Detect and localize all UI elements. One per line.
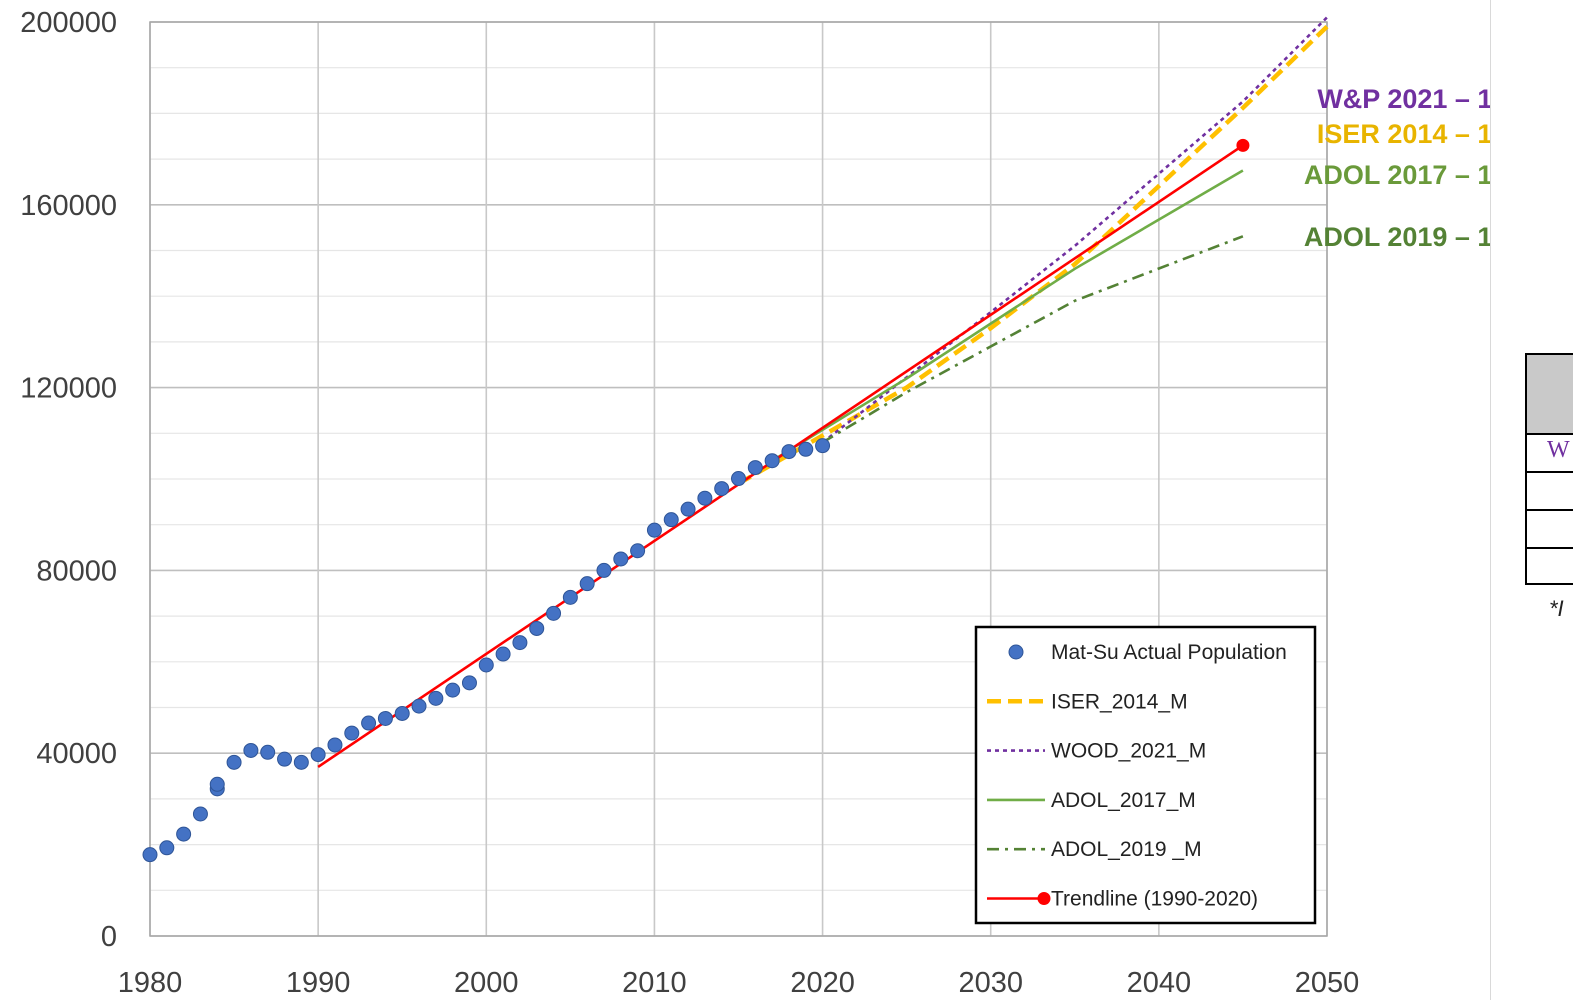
x-tick-label: 1990 — [286, 967, 351, 999]
population-chart: 0 40000 80000 120000 160000 200000 1980 1990 20… — [20, 7, 1490, 999]
footnote: *I — [1549, 596, 1564, 621]
projection-annotations: W&P 2021 – 182.6k ISER 2014 – 181.2k ADOL … — [1304, 84, 1490, 252]
y-tick-label: 80000 — [36, 555, 117, 587]
data-point — [798, 441, 814, 457]
x-tick-label: 1980 — [118, 967, 183, 999]
projection-label: ISER 2014 – 181.2k — [1317, 119, 1490, 149]
data-point — [663, 512, 679, 528]
data-point — [277, 751, 293, 767]
x-tick-label: 2030 — [958, 967, 1023, 999]
data-point — [646, 522, 662, 538]
x-tick-label: 2040 — [1127, 967, 1192, 999]
data-point — [495, 646, 511, 662]
series-line — [821, 16, 1328, 444]
data-point — [546, 605, 562, 621]
legend-marker — [1008, 644, 1024, 660]
data-point — [377, 710, 393, 726]
x-tick-label: 2000 — [454, 967, 519, 999]
data-point — [293, 754, 309, 770]
y-tick-label: 40000 — [36, 738, 117, 770]
data-point — [260, 744, 276, 760]
panel-divider — [1490, 0, 1491, 1000]
legend-label: ISER_2014_M — [1051, 690, 1188, 713]
data-point — [596, 562, 612, 578]
data-point — [176, 826, 192, 842]
side-table-row: W — [1527, 435, 1573, 473]
side-table-row — [1527, 473, 1573, 511]
data-point — [680, 501, 696, 517]
data-point — [226, 754, 242, 770]
data-point — [478, 657, 494, 673]
data-point — [613, 551, 629, 567]
x-tick-label: 2050 — [1295, 967, 1360, 999]
y-axis-ticks: 0 40000 80000 120000 160000 200000 — [20, 7, 117, 953]
data-point — [529, 620, 545, 636]
data-point — [630, 543, 646, 559]
legend-label: WOOD_2021_M — [1051, 740, 1206, 763]
data-point — [512, 635, 528, 651]
legend-box — [974, 625, 1317, 925]
data-point — [815, 438, 831, 454]
data-point — [461, 675, 477, 691]
x-axis-ticks: 1980 1990 2000 2010 2020 2030 2040 2050 — [118, 967, 1360, 999]
data-point — [192, 806, 208, 822]
plot-frame — [149, 21, 1328, 937]
side-table-header — [1527, 355, 1573, 435]
y-tick-label: 0 — [101, 921, 117, 953]
minor-gridlines — [150, 67, 1327, 891]
y-tick-label: 120000 — [20, 373, 117, 405]
data-point — [344, 725, 360, 741]
side-table: W — [1525, 353, 1573, 585]
data-point — [445, 682, 461, 698]
legend-label: ADOL_2017_M — [1051, 789, 1196, 812]
data-point — [579, 576, 595, 592]
x-tick-label: 2010 — [622, 967, 687, 999]
data-point — [243, 742, 259, 758]
series-line — [317, 144, 1244, 768]
data-point — [697, 490, 713, 506]
data-point — [731, 471, 746, 487]
legend-marker — [1037, 892, 1051, 905]
data-point — [562, 589, 578, 605]
data-point — [781, 444, 797, 460]
projection-label: W&P 2021 – 182.6k — [1317, 84, 1490, 114]
trendline-endpoint — [1236, 138, 1250, 152]
x-tick-label: 2020 — [790, 967, 855, 999]
side-table-row — [1527, 549, 1573, 585]
data-point — [159, 840, 175, 856]
data-point — [428, 690, 444, 706]
actual-population-points — [142, 438, 831, 863]
data-point — [142, 847, 158, 863]
data-point — [411, 698, 427, 714]
data-point — [747, 460, 763, 476]
series-line — [737, 24, 1329, 486]
legend-label: Trendline (1990-2020) — [1051, 888, 1258, 911]
data-point — [764, 453, 780, 469]
y-tick-label: 200000 — [20, 7, 117, 39]
series-line — [771, 169, 1244, 462]
side-table-row — [1527, 511, 1573, 549]
series-line — [821, 235, 1244, 444]
data-point — [310, 747, 326, 763]
data-point — [327, 737, 343, 753]
data-point — [394, 705, 410, 721]
y-tick-label: 160000 — [20, 190, 117, 222]
data-point — [361, 715, 377, 731]
data-point — [714, 481, 730, 497]
legend-label: Mat-Su Actual Population — [1051, 641, 1287, 664]
projection-series — [317, 16, 1329, 768]
projection-label: ADOL 2019 – 153.1k — [1304, 222, 1490, 252]
projection-label: ADOL 2017 – 167.5k — [1304, 160, 1490, 190]
data-point — [209, 776, 225, 792]
side-table-cell: W — [1547, 437, 1570, 463]
legend: Mat-Su Actual Population ISER_2014_M WOOD_… — [974, 625, 1317, 925]
legend-label: ADOL_2019 _M — [1051, 838, 1202, 861]
